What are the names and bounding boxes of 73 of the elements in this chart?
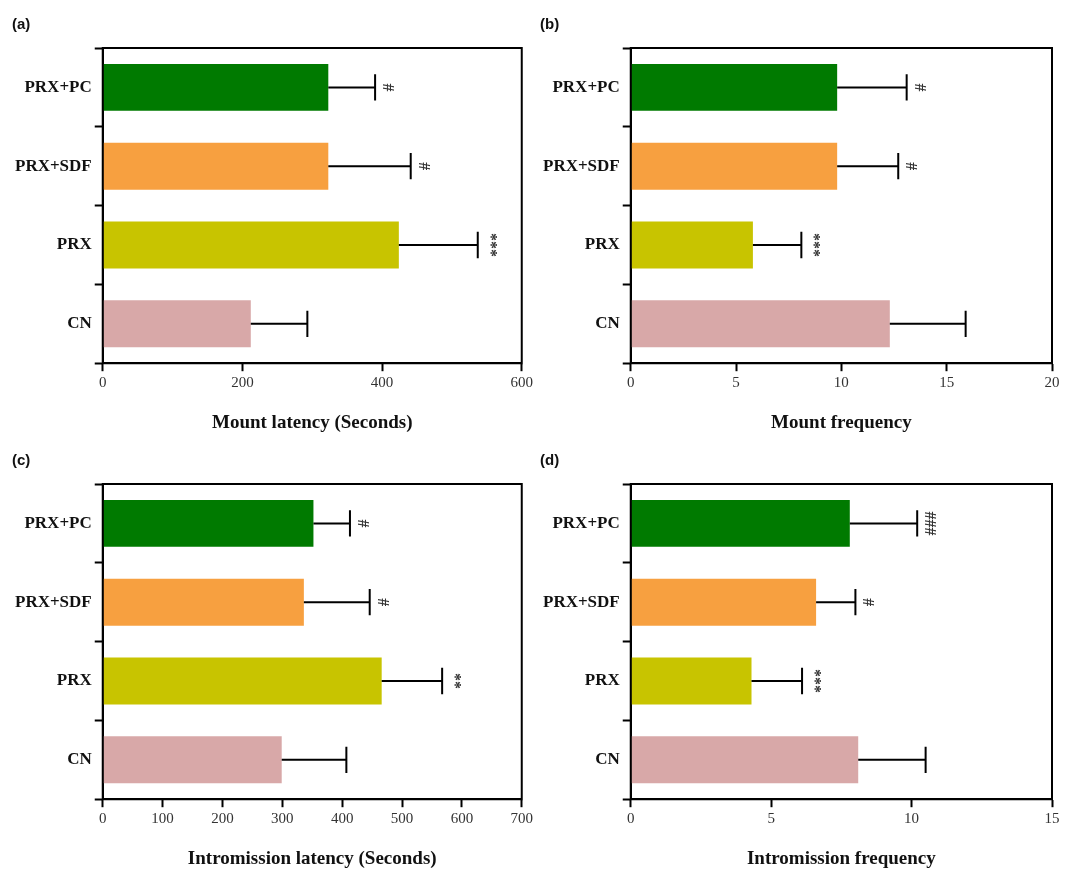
bar — [103, 221, 399, 269]
bar — [631, 142, 838, 190]
y-tick-label: PRX+PC — [552, 76, 620, 96]
chart-title: (b) — [540, 15, 560, 33]
y-tick-label: PRX+SDF — [542, 155, 620, 175]
x-tick-label: 0 — [626, 810, 635, 827]
y-tick-label: PRX+SDF — [14, 155, 92, 175]
annotation: # — [415, 162, 433, 171]
x-tick-label: 10 — [904, 810, 920, 827]
x-tick-label: 600 — [510, 374, 533, 391]
x-tick-label: 0 — [98, 374, 107, 391]
annotation: *** — [482, 233, 500, 257]
x-tick-label: 0 — [98, 810, 107, 827]
x-tick-label: 20 — [1044, 374, 1060, 391]
y-tick-label: PRX+PC — [24, 76, 92, 96]
x-tick-label: 5 — [732, 374, 740, 391]
y-tick-label: PRX — [584, 234, 621, 254]
x-tick-label: 400 — [370, 374, 394, 391]
x-tick-label: 500 — [390, 810, 414, 827]
y-tick-label: PRX+SDF — [542, 591, 620, 611]
x-axis-title: Mount latency (Seconds) — [211, 410, 413, 433]
x-tick-label: 15 — [939, 374, 955, 391]
y-tick-label: PRX+SDF — [14, 591, 92, 611]
chart-title: (c) — [12, 451, 31, 469]
x-tick-label: 0 — [626, 374, 635, 391]
annotation: *** — [806, 669, 824, 693]
y-tick-label: PRX — [56, 234, 93, 254]
annotation: ** — [447, 673, 464, 689]
bar — [103, 63, 329, 111]
y-tick-label: PRX — [584, 670, 621, 690]
x-tick-label: 400 — [330, 810, 354, 827]
bar — [103, 499, 314, 547]
bar — [631, 736, 859, 784]
y-tick-label: CN — [67, 313, 93, 333]
x-axis-title: Intromission latency (Seconds) — [187, 846, 437, 869]
x-axis-title: Mount frequency — [771, 410, 913, 432]
x-tick-label: 5 — [767, 810, 775, 827]
annotation: # — [911, 83, 929, 92]
bar — [103, 736, 282, 784]
bar — [631, 578, 817, 626]
bar — [631, 657, 752, 705]
annotation: # — [903, 162, 921, 171]
bar — [631, 63, 838, 111]
annotation: *** — [806, 233, 824, 257]
x-tick-label: 200 — [211, 810, 234, 827]
x-tick-label: 200 — [231, 374, 254, 391]
y-tick-label: PRX+PC — [552, 512, 620, 532]
y-tick-label: CN — [595, 313, 621, 333]
x-tick-label: 600 — [450, 810, 474, 827]
x-axis-title: Intromission frequency — [746, 846, 937, 868]
annotation: # — [860, 598, 878, 607]
annotation: # — [379, 83, 397, 92]
y-tick-label: PRX — [56, 670, 93, 690]
y-tick-label: PRX+PC — [24, 512, 92, 532]
bar — [631, 221, 753, 269]
x-tick-label: 300 — [271, 810, 294, 827]
y-tick-label: CN — [595, 749, 621, 769]
x-tick-label: 100 — [151, 810, 174, 827]
x-tick-label: 15 — [1044, 810, 1060, 827]
y-tick-label: CN — [67, 749, 93, 769]
bar — [103, 657, 382, 705]
chart-title: (a) — [12, 15, 31, 33]
bar — [103, 300, 251, 348]
chart-title: (d) — [540, 451, 560, 469]
bar — [103, 578, 304, 626]
bar — [631, 499, 850, 547]
bar — [631, 300, 890, 348]
x-tick-label: 700 — [510, 810, 533, 827]
annotation: # — [374, 598, 392, 607]
x-tick-label: 10 — [833, 374, 849, 391]
annotation: ### — [922, 511, 940, 536]
bar — [103, 142, 329, 190]
annotation: # — [354, 519, 372, 528]
